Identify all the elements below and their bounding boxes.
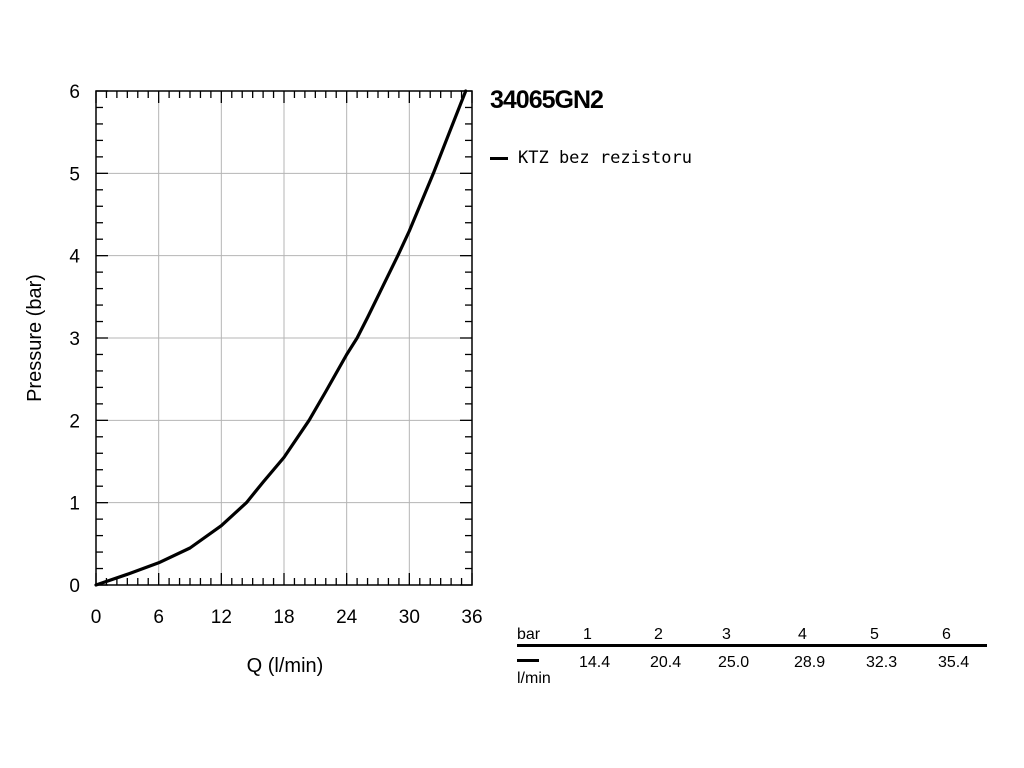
y-tick-label: 3 — [69, 329, 80, 350]
x-tick-label: 24 — [336, 607, 358, 628]
x-tick-label: 30 — [399, 607, 420, 628]
table-flow-cell: 20.4 — [650, 654, 682, 671]
legend: KTZ bez rezistoru — [490, 148, 692, 168]
plot-frame — [95, 90, 473, 586]
table-pressure-cell: 3 — [722, 626, 731, 643]
table-row-label: l/min — [517, 670, 551, 687]
x-tick-label: 36 — [461, 607, 482, 628]
y-tick-label: 6 — [69, 82, 80, 103]
y-tick-label: 0 — [69, 576, 80, 597]
legend-entry: KTZ bez rezistoru — [518, 148, 692, 168]
chart-grid — [96, 91, 472, 585]
table-flow-cell: 14.4 — [579, 654, 611, 671]
table-flow-cell: 28.9 — [794, 654, 826, 671]
table-flow-cell: 25.0 — [718, 654, 750, 671]
x-tick-label: 18 — [273, 607, 294, 628]
y-tick-label: 4 — [69, 247, 80, 268]
series-line — [94, 89, 468, 587]
table-flow-cell: 32.3 — [866, 654, 898, 671]
table-pressure-cell: 5 — [870, 626, 879, 643]
x-axis-label: Q (l/min) — [247, 655, 324, 677]
y-tick-label: 5 — [69, 164, 80, 185]
chart-series — [94, 89, 468, 587]
table-rule — [517, 644, 987, 647]
y-axis-label: Pressure (bar) — [24, 274, 46, 402]
table-pressure-cell: 6 — [942, 626, 951, 643]
table-pressure-cell: 4 — [798, 626, 807, 643]
y-tick-label: 1 — [69, 494, 80, 515]
x-tick-label: 0 — [91, 607, 102, 628]
table-pressure-cell: 1 — [583, 626, 592, 643]
y-tick-label: 2 — [69, 411, 80, 432]
table-line-swatch — [517, 659, 539, 662]
x-tick-label: 12 — [211, 607, 232, 628]
chart-title: 34065GN2 — [490, 86, 604, 114]
table-pressure-cell: 2 — [654, 626, 663, 643]
x-tick-label: 6 — [153, 607, 164, 628]
legend-swatch — [490, 156, 508, 160]
table-header-label: bar — [517, 626, 541, 643]
table-flow-cell: 35.4 — [938, 654, 970, 671]
